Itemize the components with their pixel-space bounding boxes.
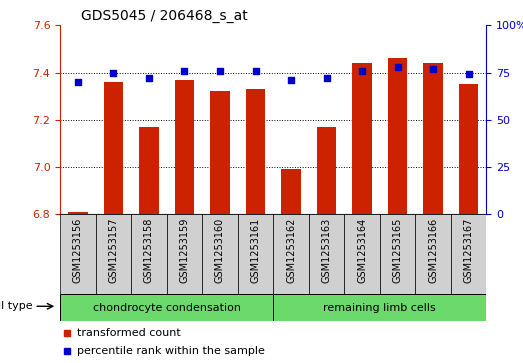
- Text: GSM1253158: GSM1253158: [144, 217, 154, 283]
- Text: GSM1253166: GSM1253166: [428, 217, 438, 283]
- Text: GSM1253160: GSM1253160: [215, 217, 225, 283]
- Bar: [380, 214, 415, 294]
- Text: percentile rank within the sample: percentile rank within the sample: [77, 346, 265, 356]
- Bar: [167, 214, 202, 294]
- Text: GSM1253167: GSM1253167: [463, 217, 474, 283]
- Bar: [68, 212, 88, 214]
- Bar: [238, 214, 273, 294]
- Bar: [104, 82, 123, 214]
- Point: [464, 72, 473, 77]
- Text: GDS5045 / 206468_s_at: GDS5045 / 206468_s_at: [82, 9, 248, 23]
- Point: [429, 66, 437, 72]
- Point: [252, 68, 260, 74]
- Bar: [96, 214, 131, 294]
- Bar: [273, 294, 486, 321]
- Point: [322, 76, 331, 81]
- Point: [109, 70, 118, 76]
- Point: [216, 68, 224, 74]
- Bar: [139, 127, 158, 214]
- Bar: [273, 214, 309, 294]
- Bar: [175, 79, 194, 214]
- Bar: [344, 214, 380, 294]
- Bar: [415, 214, 451, 294]
- Bar: [202, 214, 238, 294]
- Text: chondrocyte condensation: chondrocyte condensation: [93, 303, 241, 313]
- Bar: [353, 63, 372, 214]
- Bar: [317, 127, 336, 214]
- Point: [145, 76, 153, 81]
- Point: [358, 68, 366, 74]
- Text: GSM1253156: GSM1253156: [73, 217, 83, 283]
- Point: [74, 79, 82, 85]
- Text: cell type: cell type: [0, 301, 33, 311]
- Bar: [60, 294, 273, 321]
- Text: GSM1253164: GSM1253164: [357, 217, 367, 283]
- Bar: [309, 214, 344, 294]
- Bar: [451, 214, 486, 294]
- Bar: [60, 214, 96, 294]
- Bar: [131, 214, 167, 294]
- Text: GSM1253162: GSM1253162: [286, 217, 296, 283]
- Bar: [281, 169, 301, 214]
- Text: GSM1253159: GSM1253159: [179, 217, 189, 283]
- Point: [287, 77, 295, 83]
- Bar: [459, 85, 479, 214]
- Point: [393, 64, 402, 70]
- Bar: [388, 58, 407, 214]
- Bar: [246, 89, 265, 214]
- Bar: [210, 91, 230, 214]
- Text: GSM1253165: GSM1253165: [393, 217, 403, 283]
- Text: GSM1253163: GSM1253163: [322, 217, 332, 283]
- Text: transformed count: transformed count: [77, 328, 181, 338]
- Text: GSM1253161: GSM1253161: [251, 217, 260, 283]
- Point: [180, 68, 189, 74]
- Bar: [423, 63, 443, 214]
- Text: remaining limb cells: remaining limb cells: [323, 303, 436, 313]
- Text: GSM1253157: GSM1253157: [108, 217, 118, 283]
